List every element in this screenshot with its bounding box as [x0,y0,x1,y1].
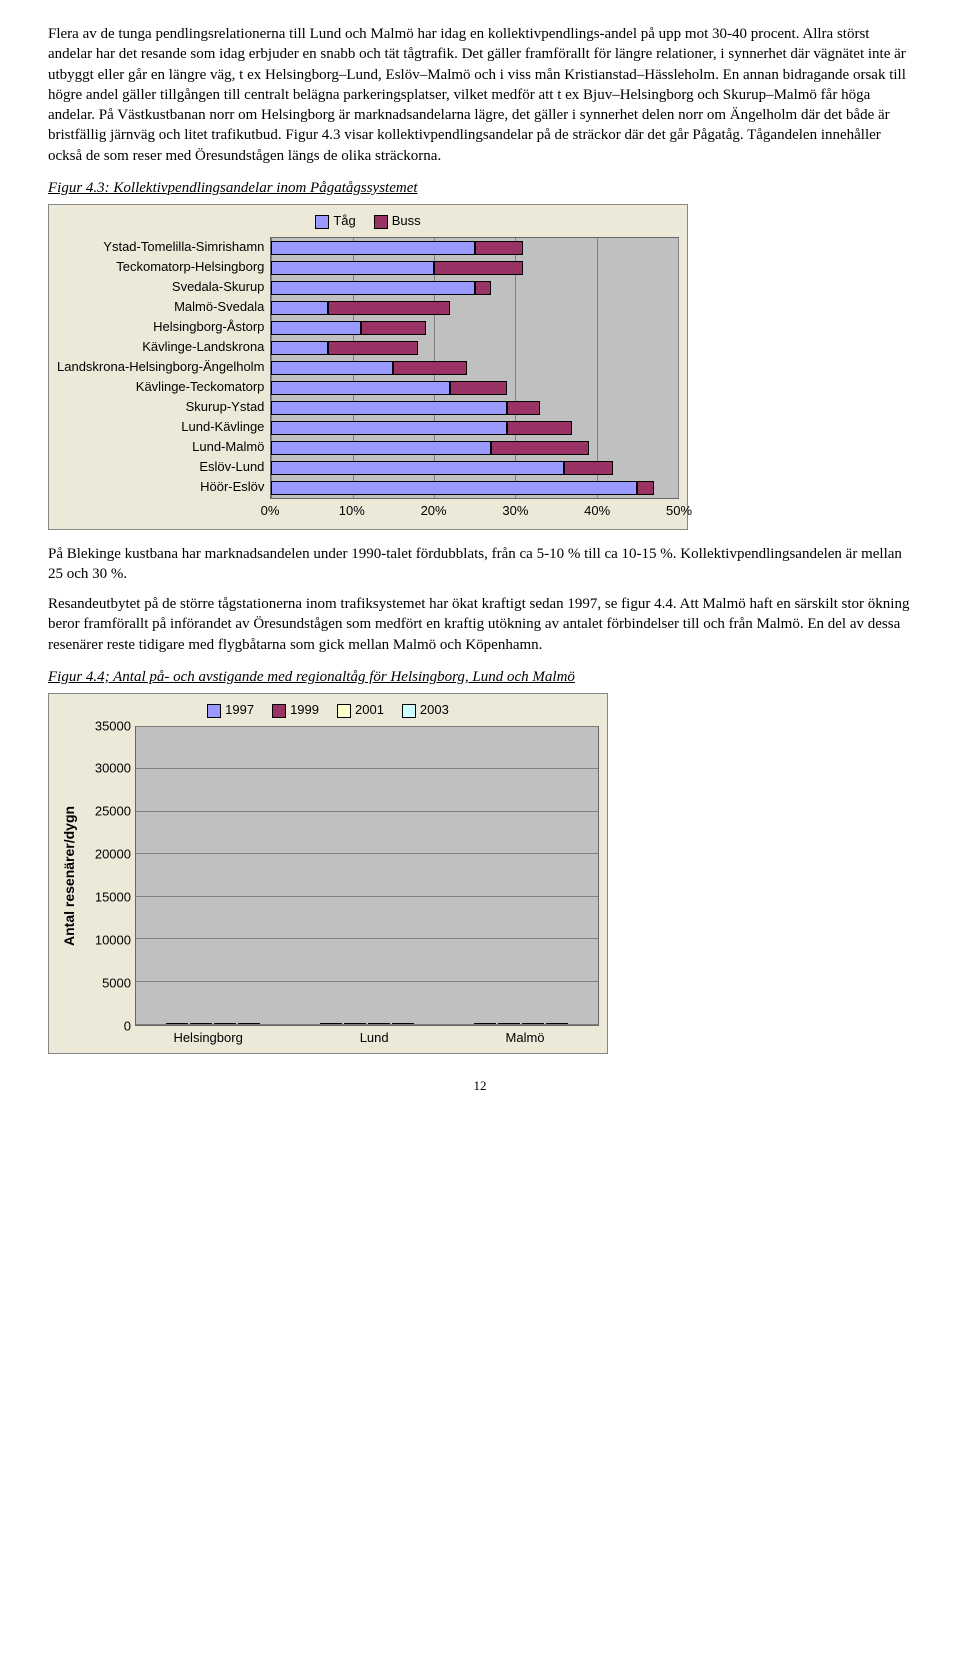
x-tick-label: 20% [421,503,447,518]
y-tick-label: 10000 [95,932,131,947]
bar-segment-tag [271,401,507,415]
chart-h-category-label: Lund-Malmö [57,437,264,457]
y-tick-label: 30000 [95,761,131,776]
bar-segment-buss [491,441,589,455]
bar-segment-tag [271,381,450,395]
chart-h-category-label: Höör-Eslöv [57,477,264,497]
legend-swatch-2001 [337,704,351,718]
bar-segment-buss [434,261,523,275]
x-tick-label: 0% [261,503,280,518]
chart-h-bar-row [271,478,678,498]
figure-4-4-title: Figur 4.4; Antal på- och avstigande med … [48,667,912,687]
chart-h-bar-row [271,278,678,298]
chart-h-bar-row [271,398,678,418]
y-tick-label: 25000 [95,804,131,819]
chart-v-x-ticks: Helsingborg Lund Malmö [115,1030,603,1045]
legend-swatch-2003 [402,704,416,718]
bar-segment-tag [271,421,507,435]
chart-h-bar-row [271,338,678,358]
bar-segment-tag [271,301,328,315]
chart-h-category-label: Skurup-Ystad [57,397,264,417]
legend-swatch-1999 [272,704,286,718]
bar-segment-buss [507,421,572,435]
chart-h-bar-row [271,378,678,398]
chart-h-bar-row [271,318,678,338]
legend-label: 1999 [290,702,319,717]
legend-swatch-buss [374,215,388,229]
chart-h-bar-row [271,418,678,438]
y-tick-label: 15000 [95,890,131,905]
legend-label: Tåg [333,213,355,228]
chart-h-legend: Tåg Buss [57,213,679,229]
bar-segment-tag [271,361,393,375]
figure-4-3-chart: Tåg Buss Ystad-Tomelilla-SimrishamnTecko… [48,204,688,530]
figure-4-3-title: Figur 4.3: Kollektivpendlingsandelar ino… [48,178,912,198]
bar-segment-tag [271,321,360,335]
bar-segment-tag [271,341,328,355]
chart-h-category-label: Eslöv-Lund [57,457,264,477]
bar-segment-buss [507,401,540,415]
figure-4-4-chart: 1997 1999 2001 2003 Antal resenärer/dygn… [48,693,608,1054]
bar-segment-tag [271,441,491,455]
bar-segment-tag [271,261,434,275]
bar-segment-buss [475,241,524,255]
chart-v-y-ticks: 05000100001500020000250003000035000 [81,726,135,1026]
chart-h-bar-row [271,238,678,258]
page-number: 12 [48,1078,912,1094]
body-paragraph-1: Flera av de tunga pendlingsrelationerna … [48,24,912,166]
chart-h-category-label: Lund-Kävlinge [57,417,264,437]
chart-v-plot-area [135,726,599,1026]
chart-h-category-label: Malmö-Svedala [57,297,264,317]
body-paragraph-3: Resandeutbytet på de större tågstationer… [48,594,912,655]
bar-segment-tag [271,241,474,255]
chart-h-bar-row [271,438,678,458]
bar-segment-buss [475,281,491,295]
bar-segment-tag [271,461,564,475]
chart-h-bar-row [271,458,678,478]
chart-v-legend: 1997 1999 2001 2003 [57,702,599,718]
bar-segment-buss [361,321,426,335]
bar-segment-tag [271,481,637,495]
chart-h-category-label: Helsingborg-Åstorp [57,317,264,337]
bar-segment-buss [328,341,417,355]
chart-h-bar-row [271,358,678,378]
y-tick-label: 20000 [95,847,131,862]
chart-h-category-label: Kävlinge-Teckomatorp [57,377,264,397]
chart-h-bar-row [271,258,678,278]
chart-v-y-axis-title: Antal resenärer/dygn [57,726,81,1026]
chart-h-category-label: Ystad-Tomelilla-Simrishamn [57,237,264,257]
chart-h-plot-area [270,237,679,499]
y-tick-label: 5000 [102,975,131,990]
bar-segment-buss [393,361,466,375]
x-tick-label: 10% [339,503,365,518]
chart-h-category-label: Kävlinge-Landskrona [57,337,264,357]
body-paragraph-2: På Blekinge kustbana har marknadsandelen… [48,544,912,585]
x-tick-label: 40% [584,503,610,518]
bar-segment-buss [564,461,613,475]
y-tick-label: 0 [124,1018,131,1033]
legend-swatch-tag [315,215,329,229]
x-tick-label: Helsingborg [173,1030,242,1045]
x-tick-label: 50% [666,503,692,518]
legend-label: 1997 [225,702,254,717]
bar-segment-buss [637,481,653,495]
legend-swatch-1997 [207,704,221,718]
chart-h-x-axis: 0%10%20%30%40%50% [270,503,679,521]
x-tick-label: Malmö [506,1030,545,1045]
chart-h-bar-row [271,298,678,318]
legend-label: Buss [392,213,421,228]
legend-label: 2003 [420,702,449,717]
x-tick-label: 30% [502,503,528,518]
legend-label: 2001 [355,702,384,717]
bar-segment-buss [450,381,507,395]
chart-h-category-labels: Ystad-Tomelilla-SimrishamnTeckomatorp-He… [57,237,270,499]
chart-h-category-label: Landskrona-Helsingborg-Ängelholm [57,357,264,377]
x-tick-label: Lund [360,1030,389,1045]
chart-h-category-label: Teckomatorp-Helsingborg [57,257,264,277]
bar-segment-tag [271,281,474,295]
bar-segment-buss [328,301,450,315]
y-tick-label: 35000 [95,718,131,733]
chart-h-category-label: Svedala-Skurup [57,277,264,297]
